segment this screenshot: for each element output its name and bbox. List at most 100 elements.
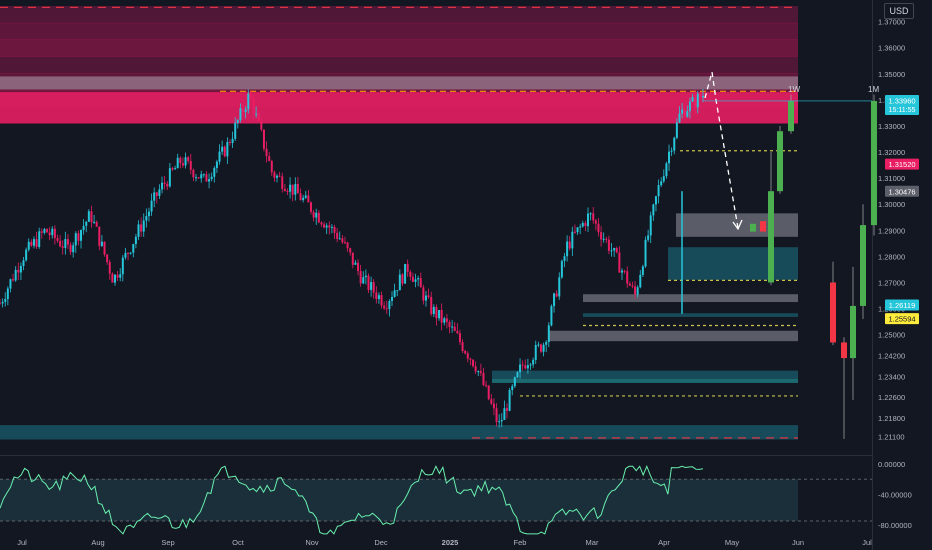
candle-body (231, 138, 234, 143)
time-tick-label: Dec (374, 538, 388, 547)
candle-body (432, 306, 435, 314)
candle-body (333, 226, 336, 233)
candle-body (519, 364, 522, 373)
oscillator-tick-label: -80.00000 (878, 521, 912, 530)
candle-body (268, 156, 271, 161)
time-axis[interactable]: Jul Aug Sep Oct Nov Dec 2025 Feb Mar Apr May Jun Jul (17, 538, 872, 547)
candle-body (147, 211, 150, 217)
candle-body (424, 295, 427, 301)
candle-body (579, 226, 582, 228)
candle-body (647, 235, 650, 240)
monthly-candle-body (860, 225, 866, 306)
time-tick-label: Aug (91, 538, 104, 547)
candle-body (411, 276, 414, 282)
candle-body (607, 239, 610, 251)
candle-body (336, 232, 339, 239)
candle-body (681, 109, 684, 114)
candle-body (197, 177, 200, 179)
candle-body (364, 275, 367, 278)
candle-body (304, 195, 307, 198)
price-badge-value: 1.25594 (888, 315, 915, 324)
candle-body (166, 183, 169, 187)
candle-body (124, 252, 127, 258)
candle-body (634, 286, 637, 295)
candle-body (328, 225, 331, 228)
candle-body (252, 97, 255, 115)
oscillator-panel (0, 464, 872, 535)
candle-body (106, 254, 109, 263)
oscillator-band (0, 479, 798, 521)
demand-zone (492, 370, 798, 383)
candle-body (309, 202, 312, 212)
candle-body (12, 279, 15, 281)
candle-body (477, 371, 480, 373)
candle-body (662, 176, 665, 182)
candle-body (453, 326, 456, 331)
candle-body (547, 325, 550, 342)
candle-body (14, 269, 17, 281)
time-tick-label: Jul (862, 538, 872, 547)
candle-body (461, 342, 464, 352)
price-badges: 1.33960 15:11:55 1.31520 1.30476 1.26119 1.25… (885, 94, 919, 325)
candle-body (641, 266, 644, 275)
candle-body (414, 279, 417, 282)
candle-body (539, 344, 542, 352)
candle-body (508, 390, 511, 411)
candle-body (35, 239, 38, 247)
candle-body (1, 301, 4, 304)
candle-body (694, 97, 697, 108)
candle-body (427, 295, 430, 298)
candle-body (202, 174, 205, 176)
candle-body (665, 163, 668, 177)
candle-body (451, 326, 454, 328)
price-badge-value: 1.33960 (888, 96, 915, 105)
candle-body (474, 366, 477, 372)
candle-body (529, 364, 532, 366)
candle-body (553, 293, 556, 307)
candle-body (615, 248, 618, 253)
candle-body (200, 174, 203, 179)
candle-body (98, 226, 101, 246)
candle-body (299, 193, 302, 201)
candle-body (422, 287, 425, 301)
candle-body (401, 274, 404, 284)
supply-zone-band (0, 56, 798, 74)
candle-body (111, 273, 114, 283)
candle-body (87, 211, 90, 222)
currency-button[interactable]: USD (884, 3, 914, 19)
candle-body (30, 241, 33, 246)
candle-body (80, 230, 83, 241)
candle-body (90, 211, 93, 223)
candle-body (456, 330, 459, 334)
grey-zone (548, 330, 798, 342)
demand-zone (0, 425, 798, 440)
time-tick-label: Jun (792, 538, 804, 547)
grey-zone (583, 294, 798, 303)
candle-body (435, 306, 438, 319)
oscillator-tick-label: 0.00000 (878, 460, 905, 469)
candle-body (72, 245, 75, 253)
candle-body (660, 181, 663, 186)
demand-zone (583, 313, 798, 317)
candle-body (383, 305, 386, 309)
candle-body (315, 212, 318, 218)
candle-body (19, 265, 22, 273)
price-badge-countdown: 15:11:55 (889, 107, 916, 114)
candle-body (357, 262, 360, 272)
candle-body (576, 227, 579, 233)
candle-body (406, 264, 409, 272)
candle-body (620, 270, 623, 273)
candle-body (516, 372, 519, 378)
time-tick-label: Sep (161, 538, 174, 547)
candle-body (223, 146, 226, 157)
candle-body (391, 296, 394, 302)
candle-body (119, 274, 122, 278)
candle-body (472, 359, 475, 367)
candle-body (93, 221, 96, 223)
candle-body (174, 168, 177, 170)
candle-body (59, 240, 62, 247)
candle-body (600, 232, 603, 240)
candle-body (320, 222, 323, 225)
